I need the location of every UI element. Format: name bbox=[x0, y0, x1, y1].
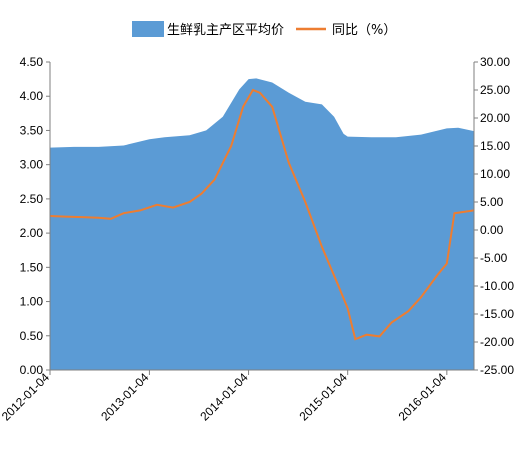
area-series-price bbox=[50, 78, 474, 371]
y-right-tick-label: 10.00 bbox=[480, 167, 510, 181]
y-left-tick-label: 4.50 bbox=[20, 55, 44, 69]
y-right-tick-label: -25.00 bbox=[480, 363, 514, 377]
legend-line-label: 同比（%） bbox=[332, 23, 396, 38]
y-right-tick-label: 25.00 bbox=[480, 83, 510, 97]
y-right-tick-label: -10.00 bbox=[480, 279, 514, 293]
legend-area-label: 生鲜乳主产区平均价 bbox=[167, 23, 284, 38]
x-tick-label: 2012-01-04 bbox=[0, 370, 52, 424]
y-left-tick-label: 3.00 bbox=[20, 158, 44, 172]
y-right-tick-label: 30.00 bbox=[480, 55, 510, 69]
y-left-tick-label: 1.00 bbox=[20, 295, 44, 309]
y-right-tick-label: -20.00 bbox=[480, 335, 514, 349]
y-right-tick-label: 15.00 bbox=[480, 139, 510, 153]
x-tick-label: 2013-01-04 bbox=[98, 370, 152, 424]
y-right-tick-label: 20.00 bbox=[480, 111, 510, 125]
y-right-tick-label: -5.00 bbox=[480, 251, 508, 265]
x-tick-label: 2016-01-04 bbox=[396, 370, 450, 424]
y-right-tick-label: 5.00 bbox=[480, 195, 504, 209]
line-series-yoy bbox=[49, 88, 475, 341]
x-tick-label: 2015-01-04 bbox=[297, 370, 351, 424]
y-left-tick-label: 2.00 bbox=[20, 226, 44, 240]
y-left-tick-label: 1.50 bbox=[20, 260, 44, 274]
y-left-tick-label: 4.00 bbox=[20, 89, 44, 103]
y-left-tick-label: 0.50 bbox=[20, 329, 44, 343]
y-left-tick-label: 3.50 bbox=[20, 123, 44, 137]
legend-area-swatch bbox=[132, 21, 164, 37]
legend: 生鲜乳主产区平均价 同比（%） bbox=[132, 21, 396, 38]
y-left-tick-label: 0.00 bbox=[20, 363, 44, 377]
y-right-tick-label: -15.00 bbox=[480, 307, 514, 321]
x-tick-label: 2014-01-04 bbox=[197, 370, 251, 424]
y-right-tick-label: 0.00 bbox=[480, 223, 504, 237]
plot-area bbox=[49, 78, 475, 371]
y-left-tick-label: 2.50 bbox=[20, 192, 44, 206]
